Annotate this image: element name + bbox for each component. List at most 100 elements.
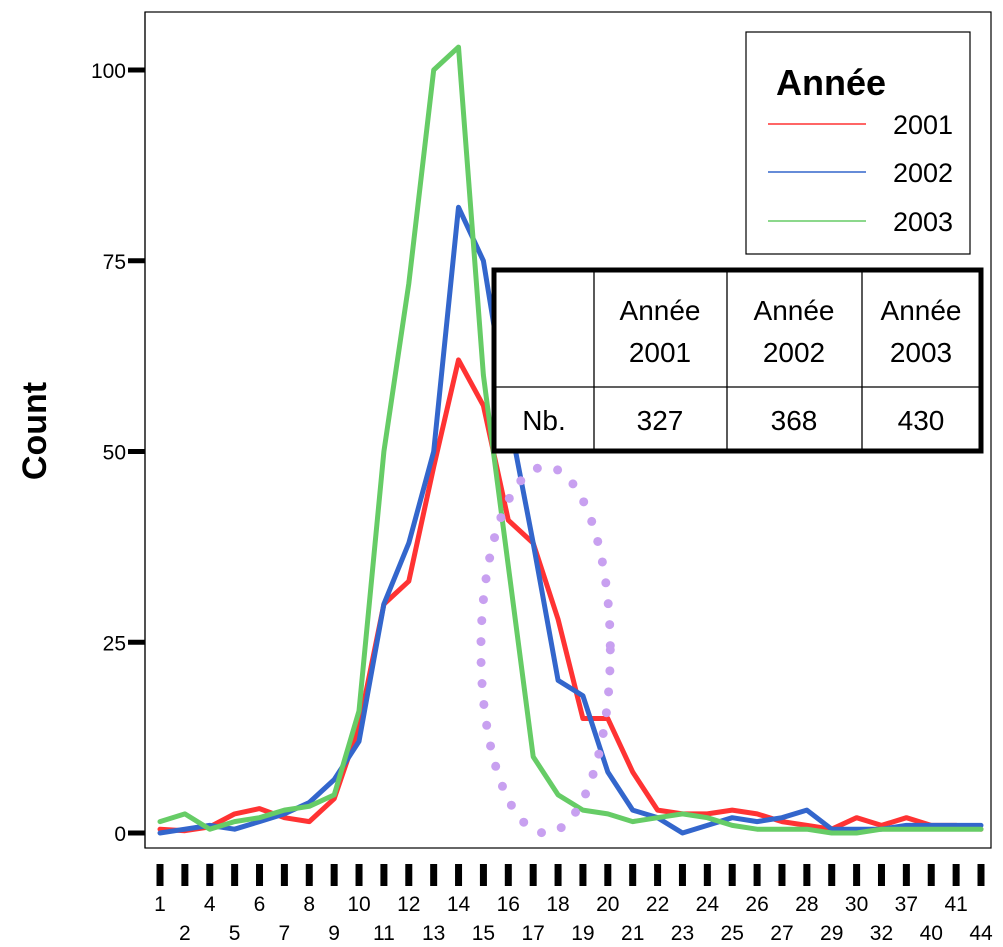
x-tick-mark: [529, 864, 537, 886]
x-tick-mark: [305, 864, 313, 886]
legend-label-2003: 2003: [893, 207, 953, 237]
table-header-2002-line1: Année: [754, 295, 835, 326]
series-lines: [157, 44, 984, 836]
x-tick-mark: [430, 864, 438, 886]
table-header-2003-line1: Année: [881, 295, 962, 326]
x-tick-label: 40: [920, 922, 943, 945]
x-tick-mark: [380, 864, 388, 886]
y-tick-label: 0: [114, 823, 126, 846]
x-tick-mark: [952, 864, 960, 886]
table-header-2002-line2: 2002: [763, 337, 825, 368]
table-cell-2001: 327: [637, 405, 684, 436]
x-tick-label: 11: [373, 922, 395, 945]
legend-label-2002: 2002: [893, 158, 953, 188]
x-tick-mark: [330, 864, 338, 886]
x-tick-mark: [479, 864, 487, 886]
x-tick-label: 1: [154, 893, 166, 916]
legend-box: [745, 31, 971, 255]
x-tick-mark: [778, 864, 786, 886]
x-tick-label: 15: [472, 922, 495, 945]
series-line-2003: [157, 44, 984, 836]
table-header-2001-line2: 2001: [629, 337, 691, 368]
x-tick-label: 4: [204, 893, 216, 916]
x-tick-label: 37: [895, 893, 918, 916]
x-tick-label: 20: [596, 893, 619, 916]
x-tick-mark: [156, 864, 164, 886]
table-header-2003-line2: 2003: [890, 337, 952, 368]
x-tick-label: 30: [845, 893, 868, 916]
inset-table: Année 2001 Année 2002 Année 2003 Nb. 327…: [491, 267, 984, 454]
annotation-ellipse: [476, 462, 615, 838]
y-axis: 0 25 50 75 100: [91, 12, 146, 848]
x-tick-label: 9: [328, 922, 340, 945]
y-tick-label: 75: [103, 251, 126, 274]
legend-title: Année: [776, 62, 886, 103]
x-tick-label: 28: [795, 893, 818, 916]
x-tick-label: 8: [303, 893, 315, 916]
table-cell-2003: 430: [898, 405, 945, 436]
x-tick-label: 10: [347, 893, 370, 916]
y-tick-label: 100: [91, 60, 126, 83]
x-tick-mark: [405, 864, 413, 886]
x-tick-label: 14: [447, 893, 471, 916]
x-tick-mark: [902, 864, 910, 886]
x-tick-mark: [629, 864, 637, 886]
x-tick-mark: [604, 864, 612, 886]
x-tick-label: 21: [621, 922, 644, 945]
x-tick-label: 22: [646, 893, 669, 916]
x-tick-mark: [280, 864, 288, 886]
x-tick-mark: [803, 864, 811, 886]
y-tick-label: 50: [103, 442, 126, 465]
x-tick-mark: [554, 864, 562, 886]
x-tick-label: 27: [770, 922, 793, 945]
x-tick-label: 16: [497, 893, 520, 916]
x-tick-mark: [728, 864, 736, 886]
x-tick-mark: [853, 864, 861, 886]
x-tick-label: 26: [745, 893, 768, 916]
x-tick-label: 5: [229, 922, 241, 945]
annotation-ellipse-group: [476, 462, 615, 838]
x-tick-label: 25: [721, 922, 744, 945]
x-tick-mark: [579, 864, 587, 886]
x-tick-mark: [504, 864, 512, 886]
y-axis-label: Count: [16, 382, 54, 480]
x-tick-label: 6: [254, 893, 266, 916]
table-cell-2002: 368: [771, 405, 818, 436]
table-header-2001-line1: Année: [620, 295, 701, 326]
x-tick-label: 23: [671, 922, 694, 945]
x-tick-label: 29: [820, 922, 843, 945]
x-tick-mark: [181, 864, 189, 886]
table-row-label: Nb.: [522, 405, 566, 436]
x-tick-label: 24: [696, 893, 720, 916]
x-tick-label: 41: [944, 893, 967, 916]
x-tick-label: 13: [422, 922, 445, 945]
series-line-2001: [157, 357, 984, 834]
x-tick-mark: [355, 864, 363, 886]
x-tick-mark: [977, 864, 985, 886]
x-tick-label: 32: [870, 922, 893, 945]
x-tick-mark: [828, 864, 836, 886]
x-tick-label: 19: [571, 922, 594, 945]
x-tick-mark: [678, 864, 686, 886]
x-tick-label: 17: [522, 922, 545, 945]
y-tick-label: 25: [103, 632, 126, 655]
x-tick-mark: [206, 864, 214, 886]
legend: Année 2001 2002 2003: [745, 31, 971, 255]
x-tick-mark: [455, 864, 463, 886]
x-axis: 1 4 6 8 10 12 14 16 18 20 22 24 26 28 30 37 412 5 7 9 11 13 15…: [154, 864, 993, 945]
x-tick-mark: [877, 864, 885, 886]
legend-label-2001: 2001: [893, 110, 953, 140]
x-tick-mark: [231, 864, 239, 886]
x-tick-label: 18: [546, 893, 569, 916]
x-tick-label: 44: [969, 922, 993, 945]
x-tick-mark: [927, 864, 935, 886]
x-tick-label: 2: [179, 922, 191, 945]
x-tick-mark: [753, 864, 761, 886]
inset-table-frame: [491, 267, 984, 454]
x-tick-mark: [703, 864, 711, 886]
x-tick-mark: [654, 864, 662, 886]
x-tick-mark: [256, 864, 264, 886]
x-tick-label: 7: [279, 922, 291, 945]
x-tick-label: 12: [397, 893, 420, 916]
